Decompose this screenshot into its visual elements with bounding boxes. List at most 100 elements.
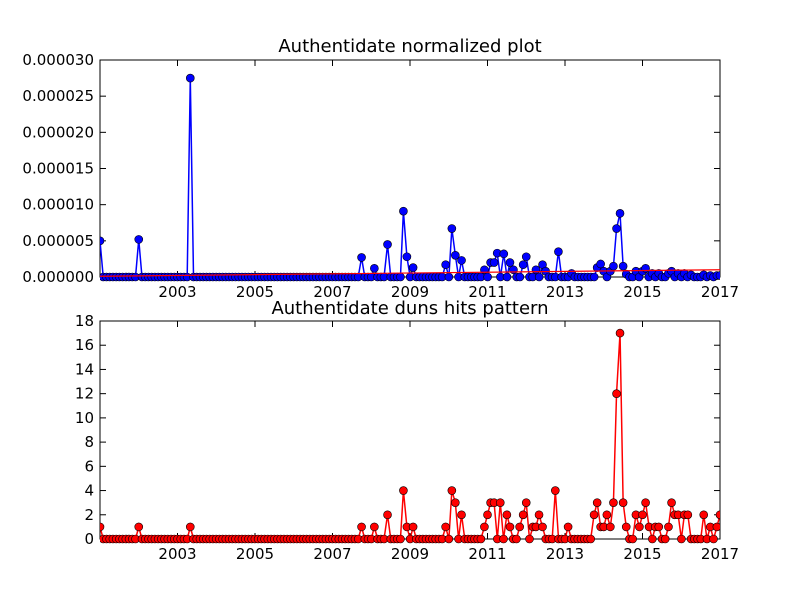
x-tick-label: 2013 <box>546 283 584 301</box>
x-tick-label: 2013 <box>546 545 584 563</box>
data-point <box>618 261 628 271</box>
data-point-zero <box>502 272 512 282</box>
data-point-zero <box>512 534 521 544</box>
data-point <box>683 510 693 520</box>
y-tick-label: 0.000000 <box>22 268 94 286</box>
data-point <box>457 256 466 265</box>
y-tick-label: 18 <box>75 312 94 330</box>
data-point <box>185 73 195 83</box>
data-point-zero <box>628 534 637 544</box>
data-point <box>551 486 560 495</box>
data-point <box>370 522 379 532</box>
data-point <box>499 249 509 259</box>
data-point <box>483 510 492 520</box>
data-point <box>509 265 518 275</box>
x-tick-label: 2005 <box>236 545 274 563</box>
data-point <box>518 510 528 520</box>
data-point <box>531 265 541 275</box>
data-point <box>602 510 612 520</box>
plot-area <box>100 73 720 282</box>
data-point <box>383 510 392 520</box>
data-point <box>357 253 366 262</box>
y-tick-label: 0.000005 <box>22 232 94 250</box>
data-point <box>357 522 366 532</box>
y-tick-label: 12 <box>75 385 94 403</box>
duns-hits-title: Authentidate duns hits pattern <box>271 298 548 319</box>
data-point <box>441 260 450 270</box>
x-tick-label: 2011 <box>468 545 506 563</box>
data-point <box>447 224 457 233</box>
y-tick-label: 0.000030 <box>22 51 94 69</box>
data-point <box>521 498 531 507</box>
y-tick-label: 0.000015 <box>22 160 94 178</box>
data-point <box>563 522 573 532</box>
data-point <box>606 522 615 532</box>
x-tick-label: 2003 <box>158 283 196 301</box>
data-point <box>447 486 457 495</box>
data-point-zero <box>483 272 492 282</box>
data-point <box>596 259 605 269</box>
y-tick-label: 0.000020 <box>22 123 94 141</box>
plot-area <box>100 328 720 544</box>
data-point <box>615 328 625 338</box>
data-point <box>715 510 720 520</box>
data-point-zero <box>677 534 686 544</box>
data-point <box>457 510 466 520</box>
data-point <box>134 522 144 532</box>
data-point <box>699 510 709 520</box>
data-point <box>402 252 412 262</box>
data-point-zero <box>476 534 486 544</box>
x-tick-label: 2017 <box>701 545 739 563</box>
x-tick-label: 2011 <box>468 283 506 301</box>
data-point <box>612 389 621 398</box>
data-point <box>589 510 599 520</box>
y-tick-label: 4 <box>84 482 94 500</box>
data-point <box>515 522 524 532</box>
data-point <box>505 258 515 267</box>
data-point <box>667 498 676 507</box>
duns-hits-panel: Authentidate duns hits pattern 2003 2005 2… <box>75 298 739 563</box>
data-point <box>134 235 144 244</box>
x-tick-label: 2017 <box>701 283 739 301</box>
y-tick-label: 0 <box>84 530 94 548</box>
data-point <box>635 522 644 532</box>
y-tick-label: 10 <box>75 409 94 427</box>
data-point <box>592 498 602 507</box>
data-point <box>615 209 625 218</box>
x-tick-label: 2015 <box>623 283 661 301</box>
data-point-zero <box>396 534 405 544</box>
data-point <box>618 498 628 507</box>
data-point-zero <box>660 534 670 544</box>
data-point <box>495 498 505 507</box>
data-point <box>609 498 618 507</box>
y-tick-label: 16 <box>75 336 94 354</box>
y-tick-label: 2 <box>84 506 94 524</box>
y-tick-label: 8 <box>84 433 94 451</box>
data-point <box>408 522 418 532</box>
data-point-zero <box>444 534 454 544</box>
data-point-zero <box>534 272 544 282</box>
data-point <box>641 498 650 507</box>
data-point <box>100 522 105 532</box>
data-point <box>399 206 408 216</box>
data-point <box>100 236 105 246</box>
data-point <box>521 252 531 262</box>
data-point <box>534 510 544 520</box>
data-point <box>638 510 647 520</box>
data-point-zero <box>586 534 596 544</box>
data-point-zero <box>525 534 534 544</box>
data-point <box>480 522 489 532</box>
data-point <box>489 258 499 267</box>
data-point <box>185 522 195 532</box>
data-point <box>451 251 460 260</box>
data-point-zero <box>444 272 454 282</box>
data-point <box>654 522 664 532</box>
data-point <box>715 271 720 280</box>
data-point <box>609 261 618 271</box>
series-line <box>100 333 720 542</box>
x-tick-label: 2009 <box>391 545 429 563</box>
data-point <box>664 522 673 532</box>
data-point-zero <box>709 534 718 544</box>
y-tick-label: 6 <box>84 457 94 475</box>
